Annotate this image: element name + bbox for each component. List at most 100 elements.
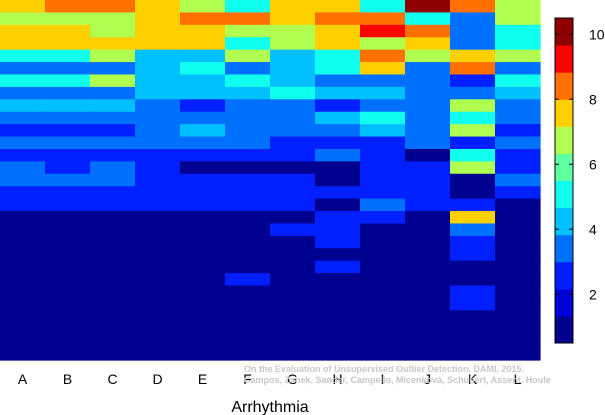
heatmap-cell-C-15 bbox=[90, 173, 136, 187]
heatmap-cell-G-9 bbox=[270, 99, 316, 113]
colorbar-segment bbox=[555, 153, 573, 181]
heatmap-cell-A-24 bbox=[0, 285, 46, 299]
heatmap-cell-G-29 bbox=[270, 347, 316, 361]
heatmap-cell-C-28 bbox=[90, 335, 136, 349]
heatmap-cell-K-12 bbox=[450, 136, 496, 150]
heatmap-cell-K-1 bbox=[450, 0, 496, 14]
heatmap-cell-G-20 bbox=[270, 235, 316, 249]
heatmap-cell-J-29 bbox=[405, 347, 451, 361]
heatmap-cell-G-11 bbox=[270, 124, 316, 138]
heatmap-cell-E-2 bbox=[180, 12, 226, 26]
heatmap-cell-C-25 bbox=[90, 297, 136, 311]
x-tick-label-F: F bbox=[243, 371, 252, 387]
heatmap-cell-J-26 bbox=[405, 310, 451, 324]
heatmap-cell-F-29 bbox=[225, 347, 271, 361]
heatmap-cell-C-9 bbox=[90, 99, 136, 113]
heatmap-cell-G-10 bbox=[270, 111, 316, 125]
heatmap-cell-I-5 bbox=[360, 49, 406, 63]
heatmap-cell-B-5 bbox=[45, 49, 91, 63]
heatmap-cell-F-2 bbox=[225, 12, 271, 26]
heatmap-cell-B-17 bbox=[45, 198, 91, 212]
heatmap-cell-E-3 bbox=[180, 24, 226, 38]
heatmap-cell-I-23 bbox=[360, 273, 406, 287]
heatmap-cell-F-1 bbox=[225, 0, 271, 14]
heatmap-cell-B-10 bbox=[45, 111, 91, 125]
heatmap-cell-A-17 bbox=[0, 198, 46, 212]
heatmap-cell-G-13 bbox=[270, 148, 316, 162]
heatmap-cell-G-14 bbox=[270, 161, 316, 175]
heatmap-cell-L-6 bbox=[495, 62, 541, 76]
heatmap-cell-G-28 bbox=[270, 335, 316, 349]
heatmap-cell-K-17 bbox=[450, 198, 496, 212]
colorbar-segment bbox=[555, 234, 573, 263]
heatmap-cell-C-8 bbox=[90, 86, 136, 100]
heatmap-cell-A-26 bbox=[0, 310, 46, 324]
heatmap-cell-J-12 bbox=[405, 136, 451, 150]
heatmap-cell-K-7 bbox=[450, 74, 496, 88]
heatmap-cell-G-25 bbox=[270, 297, 316, 311]
heatmap-cell-B-7 bbox=[45, 74, 91, 88]
heatmap-cell-K-26 bbox=[450, 310, 496, 324]
heatmap-cell-H-17 bbox=[315, 198, 361, 212]
heatmap-cell-F-7 bbox=[225, 74, 271, 88]
heatmap-cell-H-28 bbox=[315, 335, 361, 349]
heatmap-cell-I-3 bbox=[360, 24, 406, 38]
colorbar-tick-label-8: 8 bbox=[589, 91, 597, 107]
heatmap-cell-F-6 bbox=[225, 62, 271, 76]
heatmap-cell-G-15 bbox=[270, 173, 316, 187]
heatmap-cell-B-6 bbox=[45, 62, 91, 76]
heatmap-cell-B-12 bbox=[45, 136, 91, 150]
heatmap-cell-B-21 bbox=[45, 248, 91, 262]
heatmap-cell-C-29 bbox=[90, 347, 136, 361]
heatmap-cell-I-14 bbox=[360, 161, 406, 175]
heatmap-cell-B-13 bbox=[45, 148, 91, 162]
heatmap-cell-C-10 bbox=[90, 111, 136, 125]
heatmap-cell-H-3 bbox=[315, 24, 361, 38]
heatmap-cell-D-26 bbox=[135, 310, 181, 324]
heatmap-cell-B-25 bbox=[45, 297, 91, 311]
heatmap-cell-G-24 bbox=[270, 285, 316, 299]
heatmap-cell-J-19 bbox=[405, 223, 451, 237]
heatmap-cell-I-25 bbox=[360, 297, 406, 311]
heatmap-cell-B-23 bbox=[45, 273, 91, 287]
heatmap-cell-D-17 bbox=[135, 198, 181, 212]
heatmap-cell-C-18 bbox=[90, 211, 136, 225]
heatmap-cell-K-10 bbox=[450, 111, 496, 125]
heatmap-cell-K-2 bbox=[450, 12, 496, 26]
heatmap-cell-H-20 bbox=[315, 235, 361, 249]
heatmap-cell-F-16 bbox=[225, 186, 271, 200]
heatmap-cell-D-2 bbox=[135, 12, 181, 26]
x-tick-label-J: J bbox=[424, 371, 431, 387]
heatmap-cell-L-9 bbox=[495, 99, 541, 113]
heatmap-cell-I-13 bbox=[360, 148, 406, 162]
heatmap-cell-G-5 bbox=[270, 49, 316, 63]
heatmap-cell-J-8 bbox=[405, 86, 451, 100]
heatmap-cell-C-14 bbox=[90, 161, 136, 175]
heatmap-cell-A-11 bbox=[0, 124, 46, 138]
heatmap-cell-K-25 bbox=[450, 297, 496, 311]
heatmap-cell-B-20 bbox=[45, 235, 91, 249]
heatmap-cell-E-12 bbox=[180, 136, 226, 150]
heatmap-cell-J-13 bbox=[405, 148, 451, 162]
heatmap-cell-C-17 bbox=[90, 198, 136, 212]
heatmap-cell-E-18 bbox=[180, 211, 226, 225]
heatmap-cell-G-2 bbox=[270, 12, 316, 26]
heatmap-cell-L-14 bbox=[495, 161, 541, 175]
heatmap-cell-A-21 bbox=[0, 248, 46, 262]
heatmap-cell-F-20 bbox=[225, 235, 271, 249]
heatmap-cell-E-24 bbox=[180, 285, 226, 299]
heatmap-cell-H-7 bbox=[315, 74, 361, 88]
heatmap-cell-C-27 bbox=[90, 322, 136, 336]
heatmap-cell-I-17 bbox=[360, 198, 406, 212]
heatmap-cell-E-26 bbox=[180, 310, 226, 324]
heatmap-cell-E-29 bbox=[180, 347, 226, 361]
heatmap-cell-I-26 bbox=[360, 310, 406, 324]
heatmap-cell-E-4 bbox=[180, 37, 226, 51]
heatmap-cell-F-9 bbox=[225, 99, 271, 113]
heatmap-cell-D-6 bbox=[135, 62, 181, 76]
heatmap-cell-L-10 bbox=[495, 111, 541, 125]
watermark-line-1: On the Evaluation of Unsupervised Outlie… bbox=[244, 364, 524, 374]
heatmap-cell-A-1 bbox=[0, 0, 46, 14]
heatmap-cell-F-4 bbox=[225, 37, 271, 51]
